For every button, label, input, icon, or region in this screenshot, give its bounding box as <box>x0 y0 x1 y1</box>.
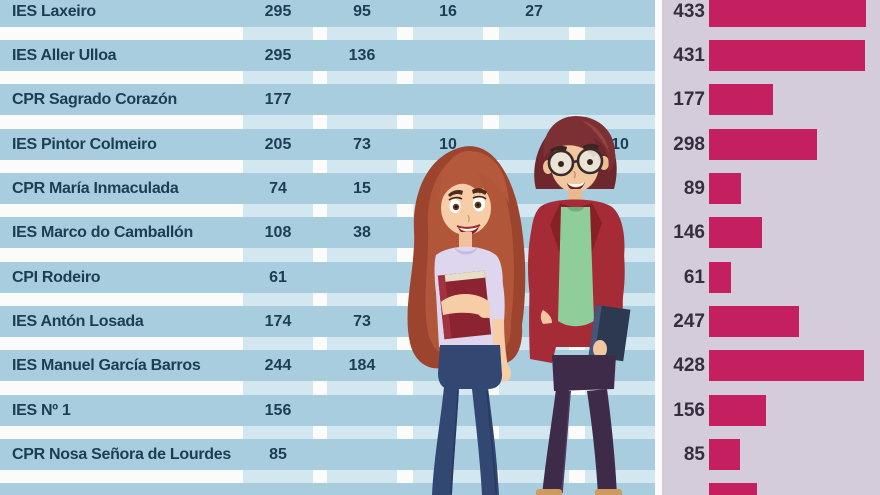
cell-value: 73 <box>353 136 371 153</box>
school-label: CPR Nosa Señora de Lourdes <box>12 446 231 463</box>
cell-value: 177 <box>264 91 292 108</box>
total-row: 431 <box>662 40 880 71</box>
cell-value: 74 <box>269 180 287 197</box>
total-row: 61 <box>662 262 880 293</box>
total-row <box>662 483 880 495</box>
total-bar <box>709 262 731 293</box>
school-row: CPR Nosa Señora de Lourdes 85 <box>0 439 655 470</box>
cell-value: 184 <box>348 357 376 374</box>
total-row: 433 <box>662 0 880 27</box>
totals-panel: 433 431 177 298 89 146 61 247 428 156 85 <box>662 0 880 495</box>
school-row: IES Laxeiro 295 95 16 27 <box>0 0 655 27</box>
school-label: CPR Sagrado Corazón <box>12 91 177 108</box>
total-row: 156 <box>662 395 880 426</box>
cell-value: 73 <box>353 313 371 330</box>
total-row: 146 <box>662 217 880 248</box>
school-label: IES Antón Losada <box>12 313 144 330</box>
boy-student <box>528 116 631 495</box>
cell-value: 174 <box>264 313 292 330</box>
cell-value: 108 <box>264 224 292 241</box>
girl-student <box>407 146 526 495</box>
cell-value: 295 <box>264 47 292 64</box>
total-value: 85 <box>683 444 705 465</box>
school-row: IES Nº 1 156 <box>0 395 655 426</box>
total-bar <box>709 129 817 160</box>
cell-value: 156 <box>264 402 292 419</box>
total-bar <box>709 439 740 470</box>
panel-divider <box>655 0 662 495</box>
cell-value: 95 <box>353 3 371 20</box>
cell-value: 295 <box>264 3 292 20</box>
school-label: IES Aller Ulloa <box>12 47 117 64</box>
cell-value: 15 <box>353 180 371 197</box>
cell-value: 38 <box>353 224 371 241</box>
students-illustration <box>407 116 631 495</box>
cell-value: 61 <box>269 269 287 286</box>
cell-value: 27 <box>525 3 543 20</box>
total-value: 247 <box>673 311 705 332</box>
cell-value: 10 <box>439 136 457 153</box>
total-value: 89 <box>683 178 705 199</box>
school-label: CPR María Inmaculada <box>12 180 179 197</box>
total-row: 177 <box>662 84 880 115</box>
total-value: 428 <box>673 355 705 376</box>
total-value: 61 <box>683 267 705 288</box>
total-bar <box>709 483 757 495</box>
school-row: CPR Sagrado Corazón 177 <box>0 84 655 115</box>
school-label: IES Pintor Colmeiro <box>12 136 157 153</box>
cell-value: 136 <box>348 47 376 64</box>
total-row: 298 <box>662 129 880 160</box>
total-value: 146 <box>673 222 705 243</box>
total-bar <box>709 84 773 115</box>
school-label: IES Nº 1 <box>12 402 71 419</box>
total-bar <box>709 395 766 426</box>
total-row: 89 <box>662 173 880 204</box>
total-bar <box>709 350 864 381</box>
total-row: 85 <box>662 439 880 470</box>
school-label: IES Manuel García Barros <box>12 357 201 374</box>
cell-value: 205 <box>264 136 292 153</box>
total-bar <box>709 217 762 248</box>
total-bar <box>709 173 741 204</box>
total-value: 156 <box>673 400 705 421</box>
total-value: 298 <box>673 134 705 155</box>
total-row: 428 <box>662 350 880 381</box>
total-value: 177 <box>673 89 705 110</box>
school-label: IES Marco do Camballón <box>12 224 193 241</box>
total-bar <box>709 40 865 71</box>
total-value: 433 <box>673 1 705 22</box>
cell-value: 85 <box>269 446 287 463</box>
cell-value: 10 <box>611 136 629 153</box>
total-bar <box>709 306 799 337</box>
school-label: IES Laxeiro <box>12 3 96 20</box>
cell-value: 244 <box>264 357 292 374</box>
school-label: CPI Rodeiro <box>12 269 101 286</box>
cell-value: 16 <box>439 3 457 20</box>
school-row: IES Aller Ulloa 295 136 <box>0 40 655 71</box>
total-row: 247 <box>662 306 880 337</box>
total-bar <box>709 0 866 27</box>
total-value: 431 <box>673 45 705 66</box>
